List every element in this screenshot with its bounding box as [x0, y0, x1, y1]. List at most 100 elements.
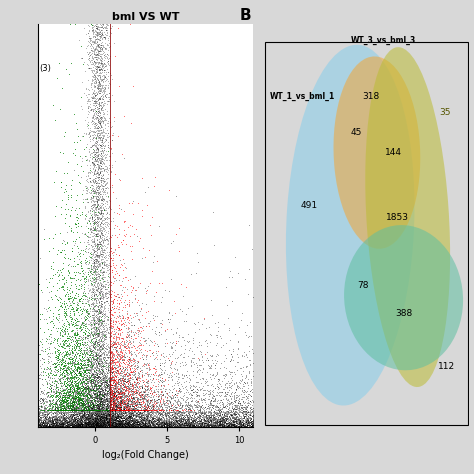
Point [98, 103, 106, 111]
Point [189, 402, 196, 410]
Point [95, 107, 102, 115]
Point [54, 414, 61, 421]
Point [118, 328, 126, 336]
Point [35, 389, 42, 397]
Point [114, 421, 122, 429]
Point [76, 407, 84, 414]
Point [74, 219, 82, 227]
Point [135, 412, 143, 419]
Point [93, 253, 100, 261]
Point [100, 395, 107, 403]
Point [220, 416, 228, 423]
Point [73, 407, 81, 414]
Point [99, 102, 107, 109]
Point [53, 422, 60, 430]
Point [158, 419, 166, 427]
Point [161, 410, 169, 418]
Point [109, 420, 117, 428]
Point [71, 317, 79, 324]
Point [92, 65, 100, 73]
Point [75, 407, 82, 414]
Point [191, 328, 199, 336]
Point [236, 423, 244, 430]
Point [56, 413, 64, 421]
Point [93, 419, 100, 427]
Point [101, 404, 109, 412]
Point [98, 192, 106, 200]
Point [120, 354, 128, 361]
Point [99, 270, 107, 278]
Point [87, 335, 95, 343]
Point [111, 365, 119, 372]
Point [63, 340, 70, 347]
Point [67, 405, 74, 413]
Point [114, 132, 121, 140]
Point [63, 301, 70, 309]
Point [46, 422, 54, 430]
Point [118, 423, 125, 430]
Point [212, 414, 219, 421]
Point [47, 369, 55, 376]
Point [87, 362, 95, 370]
Point [103, 29, 110, 37]
Point [153, 402, 160, 410]
Point [89, 420, 97, 428]
Point [76, 398, 83, 406]
Point [133, 407, 141, 414]
Point [63, 407, 71, 414]
Point [112, 319, 119, 326]
Point [184, 403, 192, 410]
Point [105, 420, 112, 428]
Point [91, 262, 99, 270]
Point [115, 390, 123, 397]
Point [126, 355, 133, 363]
Point [107, 421, 114, 428]
Point [180, 353, 188, 360]
Point [78, 407, 85, 414]
Point [97, 256, 104, 264]
Point [48, 377, 56, 385]
Point [77, 326, 85, 334]
Point [86, 161, 93, 169]
Point [133, 376, 141, 384]
Point [55, 423, 62, 430]
Point [136, 382, 143, 390]
Point [73, 342, 81, 349]
Point [98, 407, 105, 415]
Point [157, 394, 165, 402]
Point [101, 83, 109, 91]
Point [130, 402, 138, 410]
Point [93, 401, 100, 409]
Point [90, 390, 98, 397]
Point [122, 386, 129, 394]
Point [116, 388, 124, 396]
Point [105, 419, 112, 426]
Point [52, 407, 59, 414]
Point [123, 392, 131, 400]
Point [39, 368, 47, 376]
Point [69, 413, 76, 421]
Point [95, 409, 102, 416]
Point [82, 333, 90, 341]
Point [100, 63, 108, 71]
Point [74, 392, 82, 400]
Point [87, 422, 95, 430]
Point [126, 415, 134, 422]
Point [122, 400, 130, 408]
Point [150, 337, 158, 345]
Point [82, 329, 89, 337]
Point [198, 396, 206, 403]
Point [230, 416, 237, 424]
Point [131, 390, 138, 397]
Point [148, 403, 156, 410]
Point [50, 421, 57, 428]
Point [88, 210, 95, 218]
Point [245, 423, 252, 430]
Point [39, 400, 46, 408]
Point [103, 20, 111, 27]
Point [99, 317, 106, 325]
Point [114, 382, 121, 390]
Point [93, 338, 100, 346]
Point [212, 342, 220, 349]
Point [93, 409, 100, 416]
